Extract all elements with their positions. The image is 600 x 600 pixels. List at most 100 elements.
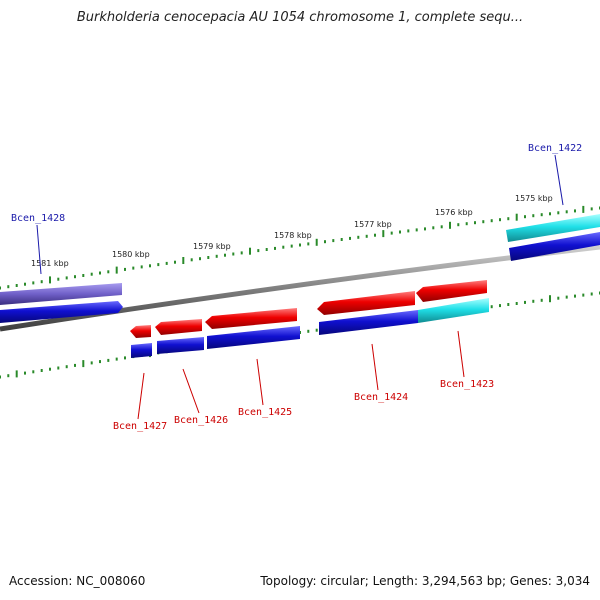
minor-tick bbox=[474, 221, 476, 225]
minor-tick bbox=[507, 217, 510, 221]
minor-tick bbox=[24, 282, 26, 286]
minor-tick bbox=[324, 240, 326, 244]
kbp-label-1576: 1576 kbp bbox=[435, 208, 473, 217]
minor-tick bbox=[232, 252, 235, 256]
minor-tick bbox=[532, 299, 535, 303]
minor-tick bbox=[157, 263, 160, 267]
kbp-label-1575: 1575 kbp bbox=[515, 194, 553, 203]
kbp-label-1578: 1578 kbp bbox=[274, 231, 312, 240]
outer-tick-track bbox=[0, 205, 600, 290]
minor-tick bbox=[82, 274, 85, 277]
major-tick bbox=[115, 266, 118, 274]
minor-tick bbox=[132, 266, 135, 270]
gene-label-bcen-1424[interactable]: Bcen_1424 bbox=[354, 392, 408, 403]
minor-tick bbox=[482, 220, 485, 224]
minor-tick bbox=[207, 256, 210, 259]
minor-tick bbox=[199, 257, 201, 261]
minor-tick bbox=[582, 293, 585, 297]
minor-tick bbox=[0, 286, 1, 290]
minor-tick bbox=[282, 245, 285, 249]
minor-tick bbox=[240, 251, 243, 255]
major-tick bbox=[182, 257, 185, 264]
gene-label-bcen-1428[interactable]: Bcen_1428 bbox=[11, 213, 65, 224]
minor-tick bbox=[490, 219, 493, 223]
gene-bcen-1428[interactable] bbox=[0, 283, 123, 323]
gene-bcen-1427[interactable] bbox=[130, 325, 152, 358]
minor-tick bbox=[307, 329, 310, 333]
minor-tick bbox=[99, 271, 101, 275]
minor-tick bbox=[407, 229, 410, 233]
minor-tick bbox=[574, 209, 576, 213]
minor-tick bbox=[24, 371, 26, 375]
map-title: Burkholderia cenocepacia AU 1054 chromos… bbox=[76, 10, 524, 25]
minor-tick bbox=[390, 231, 393, 235]
minor-tick bbox=[432, 226, 435, 230]
minor-tick bbox=[124, 267, 126, 271]
gene-label-bcen-1426[interactable]: Bcen_1426 bbox=[174, 415, 228, 426]
minor-tick bbox=[124, 356, 126, 360]
minor-tick bbox=[90, 272, 93, 276]
minor-tick bbox=[307, 242, 310, 246]
minor-tick bbox=[7, 374, 10, 378]
minor-tick bbox=[549, 212, 551, 216]
minor-tick bbox=[299, 243, 301, 247]
minor-tick bbox=[349, 236, 351, 240]
gene-label-bcen-1422[interactable]: Bcen_1422 bbox=[528, 143, 582, 154]
leader-line-bcen-1426 bbox=[182, 368, 200, 414]
major-tick bbox=[449, 221, 451, 229]
minor-tick bbox=[332, 239, 335, 243]
minor-tick bbox=[365, 234, 368, 238]
major-tick bbox=[382, 230, 385, 238]
gene-bcen-1423[interactable] bbox=[416, 280, 489, 323]
minor-tick bbox=[507, 303, 510, 306]
minor-tick bbox=[90, 361, 93, 365]
minor-tick bbox=[374, 233, 376, 237]
minor-tick bbox=[565, 210, 568, 214]
minor-tick bbox=[74, 363, 76, 367]
minor-tick bbox=[524, 300, 526, 304]
minor-tick bbox=[0, 375, 1, 379]
minor-tick bbox=[65, 365, 68, 369]
major-tick bbox=[315, 238, 318, 246]
topology-summary: Topology: circular; Length: 3,294,563 bp… bbox=[260, 574, 590, 588]
minor-tick bbox=[215, 254, 218, 258]
minor-tick bbox=[557, 296, 560, 300]
minor-tick bbox=[515, 302, 518, 305]
gene-bcen-1422[interactable] bbox=[506, 214, 600, 261]
minor-tick bbox=[57, 277, 60, 281]
minor-tick bbox=[40, 369, 43, 372]
major-tick bbox=[15, 370, 18, 378]
minor-tick bbox=[115, 357, 118, 361]
gene-label-bcen-1423[interactable]: Bcen_1423 bbox=[440, 379, 494, 390]
kbp-label-1577: 1577 kbp bbox=[354, 220, 392, 229]
minor-tick bbox=[140, 265, 143, 269]
gene-label-bcen-1427[interactable]: Bcen_1427 bbox=[113, 421, 167, 432]
minor-tick bbox=[274, 246, 276, 250]
leader-line-bcen-1422 bbox=[554, 154, 564, 206]
gene-bcen-1424[interactable] bbox=[317, 291, 418, 335]
major-tick bbox=[549, 295, 551, 303]
minor-tick bbox=[399, 230, 401, 234]
minor-tick bbox=[107, 358, 110, 362]
minor-tick bbox=[524, 215, 526, 219]
minor-tick bbox=[107, 270, 110, 274]
leader-line-bcen-1427 bbox=[137, 372, 145, 420]
kbp-label-1580: 1580 kbp bbox=[112, 250, 150, 259]
minor-tick bbox=[99, 360, 101, 364]
minor-tick bbox=[340, 238, 343, 241]
minor-tick bbox=[40, 280, 43, 284]
gene-bcen-1425[interactable] bbox=[205, 308, 300, 349]
major-tick bbox=[249, 247, 251, 255]
minor-tick bbox=[465, 222, 468, 226]
kbp-label-1581: 1581 kbp bbox=[31, 259, 69, 268]
gene-bcen-1426[interactable] bbox=[155, 319, 204, 354]
minor-tick bbox=[565, 295, 568, 299]
minor-tick bbox=[357, 235, 360, 239]
gene-label-bcen-1425[interactable]: Bcen_1425 bbox=[238, 407, 292, 418]
minor-tick bbox=[32, 281, 35, 285]
leader-line-bcen-1428 bbox=[36, 224, 42, 275]
minor-tick bbox=[257, 249, 260, 253]
minor-tick bbox=[57, 366, 60, 370]
leader-line-bcen-1423 bbox=[457, 330, 465, 378]
